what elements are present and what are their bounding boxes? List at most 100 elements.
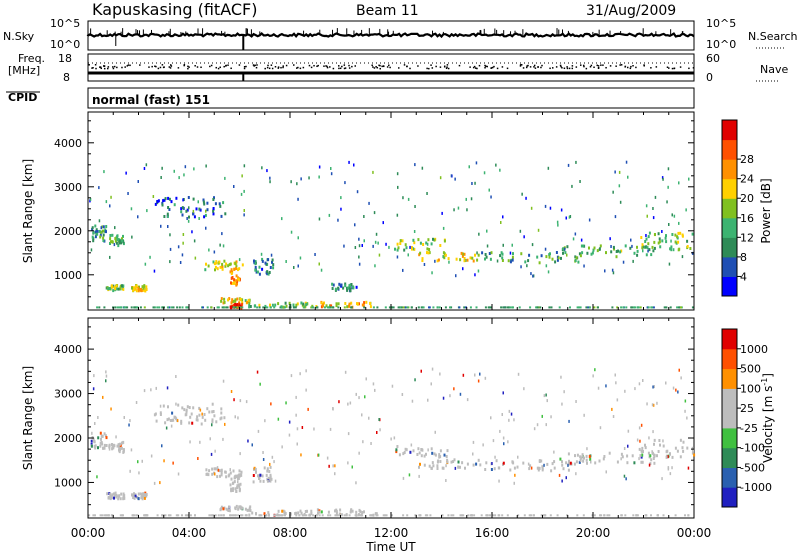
scatter-cell bbox=[159, 404, 162, 408]
echo-cell bbox=[396, 242, 399, 246]
echo-cell bbox=[115, 495, 118, 499]
nave-dot bbox=[668, 67, 670, 69]
scatter-cell bbox=[181, 253, 184, 257]
nave-dot bbox=[274, 65, 277, 68]
nave-dot bbox=[376, 66, 379, 69]
scatter-cell bbox=[290, 180, 292, 184]
echo-cell bbox=[94, 224, 97, 228]
scatter-cell bbox=[648, 463, 651, 467]
echo-cell bbox=[686, 239, 689, 243]
echo-cell bbox=[220, 471, 223, 475]
scatter-cell bbox=[592, 374, 594, 378]
scatter-cell bbox=[161, 444, 163, 448]
power-colorbar-tick-label: 12 bbox=[740, 231, 754, 244]
scatter-cell bbox=[379, 428, 381, 432]
nave-dot bbox=[666, 66, 669, 69]
echo-cell bbox=[235, 504, 238, 508]
velocity-panel-frame bbox=[87, 317, 695, 519]
scatter-cell bbox=[160, 176, 162, 179]
echo-cell bbox=[121, 441, 124, 445]
scatter-cell bbox=[401, 393, 404, 396]
echo-cell bbox=[211, 402, 214, 406]
scatter-cell bbox=[169, 247, 172, 251]
nave-dot bbox=[435, 65, 437, 68]
echo-cell bbox=[418, 465, 420, 469]
echo-cell bbox=[430, 242, 433, 246]
echo-cell bbox=[235, 283, 238, 287]
scatter-cell bbox=[260, 252, 263, 256]
echo-cell bbox=[207, 473, 210, 477]
echo-cell bbox=[318, 510, 321, 514]
ground-cell bbox=[305, 514, 308, 517]
scatter-cell bbox=[105, 379, 107, 383]
echo-cell bbox=[214, 202, 217, 206]
nave-dot bbox=[568, 67, 571, 70]
echo-cell bbox=[102, 233, 105, 237]
scatter-cell bbox=[340, 196, 342, 200]
echo-cell bbox=[161, 201, 164, 205]
ground-cell bbox=[388, 306, 391, 309]
ground-cell bbox=[284, 514, 286, 517]
echo-cell bbox=[259, 479, 262, 483]
ground-cell bbox=[450, 514, 453, 517]
echo-cell bbox=[439, 460, 442, 463]
echo-cell bbox=[550, 469, 553, 473]
echo-cell bbox=[304, 510, 307, 513]
scatter-cell bbox=[477, 379, 480, 383]
echo-cell bbox=[190, 412, 193, 416]
echo-cell bbox=[369, 302, 372, 305]
power-colorbar-tick-label: 16 bbox=[740, 212, 754, 225]
echo-cell bbox=[184, 413, 187, 417]
ground-cell bbox=[650, 306, 653, 309]
ground-cell bbox=[94, 514, 96, 517]
ground-cell bbox=[674, 514, 677, 517]
ground-cell bbox=[259, 514, 262, 517]
ground-cell bbox=[177, 514, 180, 517]
echo-cell bbox=[666, 449, 669, 453]
echo-cell bbox=[629, 246, 632, 250]
echo-cell bbox=[412, 238, 415, 242]
ground-cell bbox=[639, 306, 642, 309]
date-title: 31/Aug/2009 bbox=[586, 3, 676, 19]
echo-cell bbox=[446, 449, 449, 453]
scatter-cell bbox=[543, 394, 546, 398]
nave-dot bbox=[326, 66, 329, 69]
echo-cell bbox=[137, 497, 140, 501]
scatter-cell bbox=[513, 418, 515, 422]
scatter-cell bbox=[385, 242, 387, 246]
scatter-cell bbox=[488, 188, 490, 192]
colorbar-swatch bbox=[722, 120, 737, 141]
scatter-cell bbox=[420, 369, 422, 373]
echo-cell bbox=[232, 299, 235, 303]
echo-cell bbox=[436, 464, 439, 468]
echo-cell bbox=[222, 201, 225, 205]
nave-dot bbox=[406, 65, 408, 68]
nave-dot bbox=[169, 64, 172, 66]
scatter-cell bbox=[288, 433, 291, 437]
echo-cell bbox=[227, 264, 230, 268]
echo-cell bbox=[574, 454, 576, 458]
echo-cell bbox=[342, 286, 345, 290]
scatter-cell bbox=[513, 481, 515, 485]
scatter-cell bbox=[454, 177, 456, 181]
scatter-cell bbox=[314, 253, 316, 256]
ground-cell bbox=[384, 306, 387, 309]
scatter-cell bbox=[372, 170, 374, 174]
echo-cell bbox=[235, 264, 238, 268]
nsearch-tick-top: 10^5 bbox=[706, 17, 736, 30]
echo-cell bbox=[567, 468, 570, 472]
echo-cell bbox=[225, 262, 228, 266]
ground-cell bbox=[156, 306, 159, 309]
echo-cell bbox=[405, 448, 408, 452]
echo-cell bbox=[115, 493, 118, 497]
scatter-cell bbox=[338, 400, 340, 404]
colorbar-swatch bbox=[722, 139, 737, 160]
scatter-cell bbox=[237, 416, 239, 420]
nave-dot bbox=[254, 64, 256, 67]
echo-cell bbox=[538, 261, 541, 265]
nave-dot bbox=[519, 64, 522, 66]
ground-cell bbox=[225, 306, 228, 309]
scatter-cell bbox=[563, 390, 565, 394]
echo-cell bbox=[133, 286, 136, 290]
echo-cell bbox=[652, 457, 655, 460]
